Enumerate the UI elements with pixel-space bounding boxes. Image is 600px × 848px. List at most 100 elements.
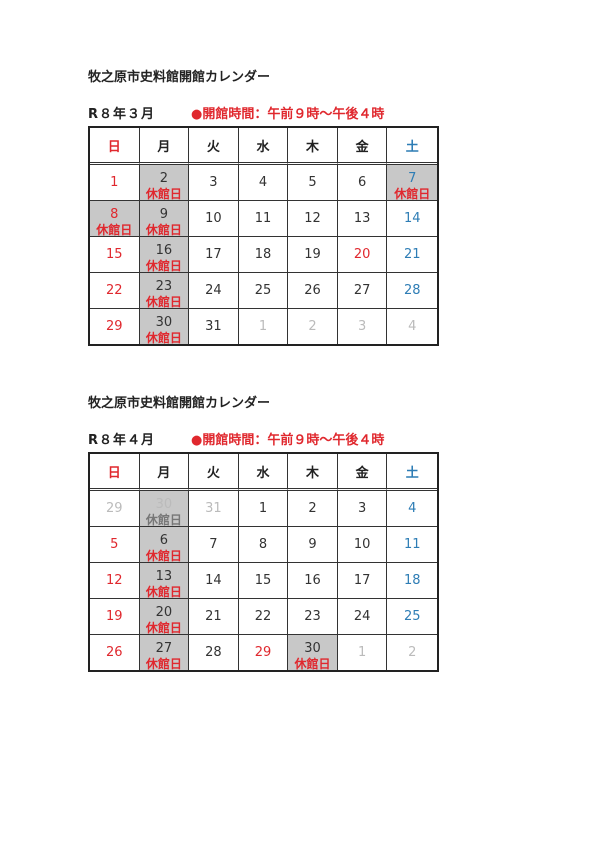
day-number: 17: [205, 247, 222, 262]
day-number: 26: [304, 283, 321, 298]
day-cell: 23: [288, 598, 338, 634]
day-number: 18: [403, 573, 421, 588]
day-cell: 17: [189, 236, 239, 272]
day-cell-closed: 23 休館日: [139, 272, 190, 309]
closed-label: 休館日: [294, 657, 331, 671]
day-number: 31: [205, 319, 222, 334]
day-number: 22: [254, 609, 272, 624]
calendar-title: 牧之原市史料館開館カレンダー: [88, 70, 271, 85]
calendar-march: 牧之原市史料館開館カレンダー R８年３月 ●開館時間：午前９時～午後４時 日月火水…: [88, 66, 439, 346]
day-number: 29: [106, 501, 123, 516]
day-number: 11: [254, 211, 272, 226]
day-number: 1: [110, 175, 119, 190]
weekday-header: 木: [288, 454, 338, 491]
day-cell: 1: [238, 308, 289, 344]
day-cell: 29: [90, 491, 140, 526]
day-number: 4: [408, 501, 417, 516]
day-number: 30: [155, 497, 173, 512]
day-number: 26: [106, 645, 123, 660]
day-cell: 22: [238, 598, 289, 634]
day-cell: 7: [189, 526, 239, 562]
day-number: 6: [357, 175, 367, 190]
day-cell: 21: [189, 598, 239, 634]
day-number: 27: [353, 283, 371, 298]
day-cell-closed: 20 休館日: [139, 598, 190, 635]
day-cell: 3: [338, 491, 388, 526]
day-cell: 14: [189, 562, 239, 598]
month-label: R８年４月: [88, 433, 156, 448]
day-cell: 5: [288, 165, 338, 200]
day-number: 8: [110, 207, 119, 222]
weekday-header: 金: [337, 454, 388, 491]
day-cell: 31: [189, 308, 239, 344]
day-cell-closed: 13 休館日: [139, 562, 190, 599]
day-cell: 27: [337, 272, 388, 308]
day-number: 16: [155, 243, 173, 258]
day-number: 18: [254, 247, 272, 262]
closed-label: 休館日: [145, 331, 182, 345]
opening-hours: ●開館時間：午前９時～午後４時: [191, 433, 385, 448]
day-cell: 21: [387, 236, 437, 272]
day-number: 7: [209, 537, 218, 552]
day-number: 3: [357, 319, 367, 334]
day-cell-closed: 6 休館日: [139, 526, 190, 563]
day-number: 14: [205, 573, 222, 588]
calendar-april: 牧之原市史料館開館カレンダー R８年４月 ●開館時間：午前９時～午後４時 日月火水…: [88, 392, 439, 672]
closed-label: 休館日: [96, 223, 133, 237]
day-number: 10: [353, 537, 371, 552]
day-cell-closed: 7 休館日: [387, 165, 437, 201]
day-cell: 29: [238, 634, 289, 670]
weekday-header: 日: [90, 454, 140, 491]
day-number: 1: [258, 501, 268, 516]
day-cell: 2: [288, 308, 338, 344]
weekday-header: 日: [90, 128, 140, 165]
weekday-header: 火: [189, 128, 239, 165]
day-cell: 10: [189, 200, 239, 236]
day-cell: 4: [387, 308, 437, 344]
day-number: 20: [155, 605, 173, 620]
day-number: 12: [106, 573, 123, 588]
day-number: 2: [159, 171, 168, 186]
weekday-header: 水: [238, 128, 289, 165]
day-number: 24: [205, 283, 222, 298]
day-number: 24: [353, 609, 371, 624]
day-cell-closed: 8 休館日: [90, 200, 140, 237]
closed-label: 休館日: [145, 223, 182, 237]
day-cell: 3: [189, 165, 239, 200]
day-cell: 1: [337, 634, 388, 670]
calendar-title: 牧之原市史料館開館カレンダー: [88, 396, 271, 411]
day-cell: 19: [288, 236, 338, 272]
day-cell: 2: [387, 634, 437, 670]
day-number: 8: [258, 537, 268, 552]
day-cell: 24: [337, 598, 388, 634]
day-cell: 8: [238, 526, 289, 562]
day-number: 1: [258, 319, 268, 334]
day-number: 13: [353, 211, 371, 226]
day-number: 4: [408, 319, 417, 334]
day-cell-closed: 30 休館日: [288, 634, 338, 671]
day-cell: 22: [90, 272, 140, 308]
day-cell: 18: [387, 562, 437, 598]
day-number: 9: [308, 537, 317, 552]
day-number: 27: [155, 641, 173, 656]
day-number: 6: [159, 533, 168, 548]
day-cell: 14: [387, 200, 437, 236]
day-cell-closed: 16 休館日: [139, 236, 190, 273]
day-number: 30: [155, 315, 173, 330]
closed-label: 休館日: [145, 585, 182, 599]
day-number: 10: [205, 211, 222, 226]
day-cell: 12: [288, 200, 338, 236]
day-number: 11: [403, 537, 421, 552]
closed-label: 休館日: [145, 621, 182, 635]
day-cell: 6: [338, 165, 388, 200]
day-cell: 12: [90, 562, 140, 598]
closed-label: 休館日: [145, 187, 182, 201]
day-cell: 26: [288, 272, 338, 308]
opening-hours: ●開館時間：午前９時～午後４時: [191, 107, 385, 122]
day-number: 5: [110, 537, 119, 552]
day-cell: 11: [387, 526, 437, 562]
weekday-header: 木: [288, 128, 338, 165]
day-number: 2: [308, 319, 317, 334]
day-cell-closed: 27 休館日: [139, 634, 190, 671]
